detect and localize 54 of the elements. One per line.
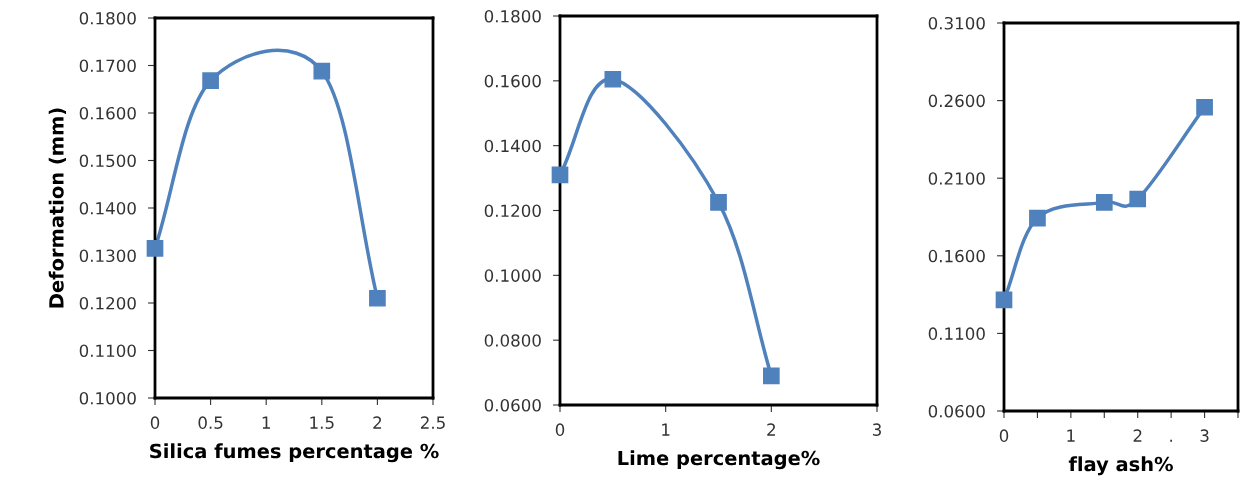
y-tick-label: 0.1200: [79, 296, 136, 310]
y-tick-label: 0.1600: [79, 106, 136, 120]
x-tick-label: 0: [555, 423, 565, 436]
y-tick-label: 0.1500: [79, 154, 136, 168]
point: [369, 289, 386, 307]
y-tick-label: 0.0600: [928, 404, 985, 418]
point: [1095, 194, 1113, 211]
x-axis-title: Lime percentage%: [618, 450, 820, 470]
y-tick-label: 0.1200: [484, 204, 541, 218]
y-tick-label: 0.1800: [484, 9, 541, 23]
point: [313, 62, 331, 80]
x-axis-title: flay ash%: [1068, 456, 1173, 476]
x-tick-label: 1: [1067, 429, 1075, 442]
x-tick-label: 0: [999, 429, 1009, 442]
point: [1029, 209, 1046, 227]
y-tick-label: 0.2600: [928, 94, 985, 108]
x-tick-label: .: [1170, 439, 1172, 442]
point: [1196, 98, 1213, 116]
y-tick-label: 0.1600: [928, 249, 985, 263]
y-tick-label: 0.1400: [79, 201, 136, 215]
y-tick-label: 0.1000: [484, 269, 541, 282]
x-axis-title: Silica fumes percentage %: [150, 443, 439, 463]
x-tick-label: 2: [373, 416, 382, 429]
y-tick-label: 0.1600: [484, 74, 541, 88]
y-tick-label: 0.3100: [928, 16, 985, 30]
point: [995, 291, 1013, 309]
y-tick-label: 0.1100: [928, 327, 985, 340]
y-tick-label: 0.1400: [484, 139, 541, 153]
x-tick-label: 1: [262, 416, 270, 429]
x-tick-label: 2: [767, 423, 775, 436]
y-tick-label: 0.0600: [484, 398, 541, 412]
y-tick-label: 0.2100: [928, 172, 985, 185]
y-tick-label: 0.1300: [79, 249, 136, 263]
point: [202, 72, 219, 90]
y-axis-title: Deformation (mm): [48, 108, 67, 308]
y-tick-label: 0.1800: [79, 11, 136, 25]
x-tick-label: 3: [1200, 429, 1209, 442]
point: [762, 367, 780, 385]
x-tick-label: 2: [1133, 429, 1142, 442]
y-tick-label: 0.1000: [79, 391, 136, 405]
x-tick-label: 1: [662, 423, 670, 436]
point: [551, 166, 569, 184]
x-tick-label: 2.5: [420, 416, 445, 429]
x-tick-label: 0: [150, 416, 160, 429]
point: [710, 194, 727, 211]
point: [146, 240, 164, 257]
y-tick-label: 0.0800: [484, 334, 541, 347]
point: [1129, 190, 1147, 208]
x-tick-label: 3: [872, 423, 881, 436]
y-tick-label: 0.1700: [79, 59, 136, 73]
x-tick-label: 0.5: [198, 416, 223, 429]
y-tick-label: 0.1100: [79, 344, 136, 358]
x-tick-label: 1.5: [310, 416, 334, 429]
point: [604, 70, 622, 88]
